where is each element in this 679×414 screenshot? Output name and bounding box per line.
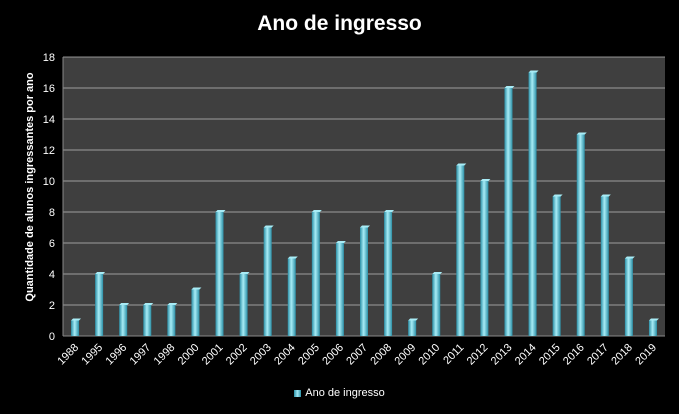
bar-top	[167, 303, 178, 305]
bar-top	[528, 70, 539, 73]
y-tick-label: 16	[43, 83, 55, 95]
bar	[287, 258, 296, 336]
y-tick-label: 12	[43, 145, 55, 157]
x-tick-label: 2013	[489, 342, 515, 368]
x-tick-label: 2010	[417, 342, 443, 368]
bar-top	[624, 256, 635, 259]
y-tick-label: 18	[43, 52, 55, 64]
bar-top	[456, 163, 467, 166]
bar	[215, 212, 224, 336]
bar	[624, 258, 633, 336]
x-tick-label: 2012	[465, 342, 491, 368]
bar	[456, 165, 465, 336]
bar-top	[311, 210, 322, 212]
x-tick-label: 2017	[585, 342, 611, 368]
x-tick-label: 1997	[128, 342, 154, 368]
x-tick-label: 2008	[368, 342, 394, 368]
x-tick-label: 1996	[104, 342, 130, 368]
bar	[360, 227, 368, 336]
bar-top	[335, 241, 346, 243]
bar-top	[504, 86, 515, 88]
bar	[335, 243, 344, 336]
x-tick-label: 2009	[392, 342, 418, 368]
bar	[528, 72, 537, 336]
legend-swatch	[294, 389, 302, 397]
bar-top	[600, 194, 611, 197]
bar-top	[95, 272, 106, 274]
bar	[311, 212, 320, 336]
bar	[384, 212, 393, 336]
x-tick-label: 1998	[152, 342, 178, 368]
x-tick-label: 2000	[176, 342, 202, 368]
legend[interactable]: Ano de ingresso	[0, 387, 679, 399]
y-tick-label: 8	[49, 207, 55, 219]
y-tick-label: 2	[49, 300, 55, 312]
y-tick-label: 0	[49, 331, 55, 343]
legend-label: Ano de ingresso	[305, 387, 385, 399]
x-tick-label: 2014	[513, 342, 539, 368]
bar-top	[215, 210, 226, 212]
x-tick-label: 2011	[441, 342, 466, 367]
x-tick-label: 2005	[296, 342, 322, 368]
y-tick-label: 14	[43, 114, 55, 126]
bar	[504, 88, 513, 336]
bar	[552, 196, 561, 336]
bar-top	[480, 179, 491, 181]
bar	[191, 289, 200, 336]
bar-top	[432, 272, 443, 274]
bar-top	[408, 318, 419, 321]
bar-top	[239, 272, 250, 274]
bar-top	[263, 225, 274, 228]
x-tick-label: 2016	[561, 342, 587, 368]
bar	[239, 274, 248, 336]
x-tick-label: 2001	[200, 342, 226, 368]
y-tick-label: 4	[49, 269, 55, 281]
bar	[263, 227, 272, 336]
bar-top	[360, 225, 370, 228]
bar-top	[143, 303, 154, 305]
y-tick-label: 10	[43, 176, 55, 188]
x-tick-label: 1988	[55, 342, 81, 368]
x-tick-label: 2019	[633, 342, 659, 368]
x-tick-label: 2015	[537, 342, 563, 368]
bar	[576, 134, 585, 336]
bar	[648, 320, 657, 336]
x-tick-label: 2006	[320, 342, 346, 368]
bar-top	[71, 318, 82, 321]
bar	[143, 305, 152, 336]
bar	[119, 305, 128, 336]
x-tick-label: 2003	[248, 342, 274, 368]
bar-top	[552, 194, 563, 197]
x-tick-label: 2007	[344, 342, 370, 368]
bar-top	[287, 256, 298, 259]
bar	[408, 320, 417, 336]
bar	[600, 196, 609, 336]
bar-top	[384, 210, 395, 212]
bar-top	[119, 303, 130, 305]
chart-title: Ano de ingresso	[257, 12, 422, 35]
y-tick-label: 6	[49, 238, 55, 250]
x-tick-label: 2002	[224, 342, 250, 368]
bar	[71, 320, 80, 336]
bar-top	[648, 318, 659, 321]
bar	[167, 305, 176, 336]
bar	[480, 181, 489, 336]
x-tick-label: 2004	[272, 342, 298, 368]
bar-top	[191, 287, 202, 290]
x-tick-label: 2018	[609, 342, 635, 368]
bar	[95, 274, 104, 336]
x-tick-label: 1995	[79, 342, 105, 368]
bar	[432, 274, 441, 336]
bar-top	[576, 132, 587, 135]
